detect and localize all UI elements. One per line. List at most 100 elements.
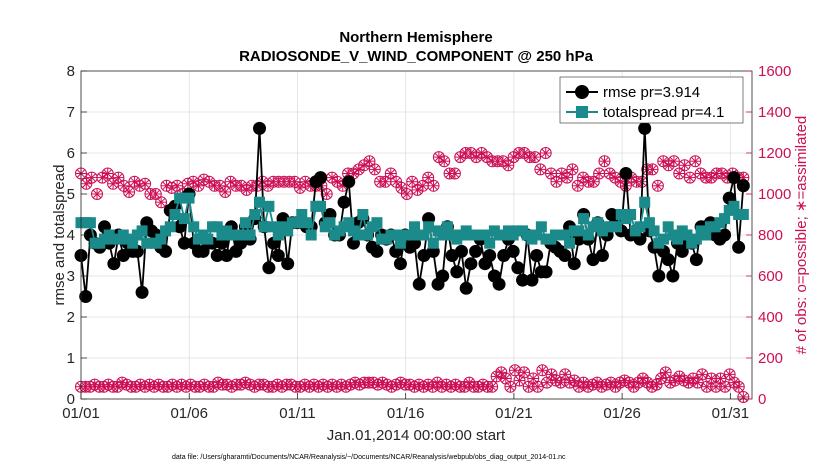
rmse-point (464, 257, 478, 271)
totalspread-point (291, 217, 303, 229)
rmse-point (177, 236, 191, 250)
rmse-point (530, 249, 544, 262)
totalspread-point (662, 221, 674, 233)
y-axis-label-right: # of obs: o=possible; ∗=assimilated (793, 116, 810, 355)
totalspread-point (178, 213, 190, 225)
obs_possible-marker (400, 188, 413, 200)
totalspread-point (394, 237, 406, 249)
obs_possible-marker (379, 175, 392, 188)
totalspread-point (258, 221, 270, 233)
totalspread-point (592, 217, 604, 229)
y-tick-label-right: 400 (758, 309, 783, 326)
totalspread-point (371, 217, 383, 229)
obs_assimilated-marker (508, 364, 521, 377)
obs_possible-marker (149, 188, 162, 200)
y-tick-label-right: 0 (758, 391, 766, 408)
obs_possible-marker (678, 159, 691, 172)
y-axis-label-left: rmse and totalspread (51, 165, 68, 306)
totalspread-point (188, 221, 200, 233)
obs_assimilated-marker (737, 390, 750, 403)
rmse-point (107, 257, 121, 271)
rmse-point (718, 228, 732, 242)
totalspread-point (531, 229, 543, 241)
totalspread-point (263, 200, 275, 212)
obs_possible-marker (561, 171, 574, 184)
obs_possible-marker (534, 163, 547, 176)
totalspread-point (244, 229, 256, 241)
totalspread-point (700, 229, 712, 241)
chart-subtitle: RADIOSONDE_V_WIND_COMPONENT @ 250 hPa (239, 48, 594, 65)
obs_assimilated-marker (285, 378, 298, 391)
rmse-point (281, 257, 295, 271)
y-tick-label-right: 1600 (758, 63, 791, 80)
totalspread-point (362, 229, 374, 241)
obs_possible-marker (646, 163, 659, 176)
totalspread-point (441, 221, 453, 233)
obs_assimilated-marker (513, 374, 526, 387)
totalspread-point (249, 209, 261, 220)
totalspread-point (719, 213, 731, 225)
totalspread-point (484, 237, 496, 249)
obs_possible-marker (587, 175, 600, 188)
obs_possible-marker (406, 175, 419, 188)
y-tick-label-left: 4 (67, 227, 75, 244)
totalspread-point (84, 217, 96, 229)
rmse-point (370, 244, 384, 258)
obs_possible-marker (598, 155, 611, 168)
rmse-point (436, 269, 450, 283)
rmse-point (135, 285, 149, 299)
totalspread-point (437, 229, 449, 241)
obs_possible-marker (448, 167, 461, 180)
rmse-point (469, 244, 483, 258)
obs_possible-marker (427, 179, 440, 192)
obs_possible-marker (651, 179, 664, 192)
totalspread-point (634, 221, 646, 233)
obs_assimilated-marker (650, 378, 663, 391)
obs_possible-marker (566, 163, 579, 176)
obs_assimilated-marker (664, 376, 677, 389)
y-tick-label-right: 800 (758, 227, 783, 244)
totalspread-point (728, 200, 740, 212)
rmse-point (689, 253, 703, 267)
rmse-point (393, 257, 407, 271)
totalspread-point (611, 221, 623, 233)
obs_possible-marker (416, 179, 429, 192)
y-tick-label-left: 7 (67, 104, 75, 121)
rmse-point (666, 269, 680, 283)
totalspread-point (155, 233, 167, 245)
totalspread-point (643, 217, 655, 229)
obs_possible-marker (673, 167, 686, 180)
totalspread-point (136, 225, 148, 237)
obs_possible-marker (91, 188, 104, 200)
obs_possible-marker (689, 155, 702, 168)
rmse-point (506, 244, 520, 258)
totalspread-point (324, 217, 336, 229)
rmse-point (727, 171, 741, 185)
obs_possible-marker (529, 151, 542, 164)
rmse-point (492, 277, 506, 291)
rmse-point (262, 261, 276, 275)
x-tick-label: 01/01 (62, 405, 100, 422)
y-tick-label-left: 1 (67, 350, 75, 367)
obs_assimilated-marker (659, 366, 672, 379)
obs_possible-marker (667, 155, 680, 168)
x-tick-label: 01/11 (279, 405, 315, 422)
legend-totalspread-label: totalspread pr=4.1 (603, 104, 724, 121)
y-tick-label-right: 200 (758, 350, 783, 367)
footnote: data file: /Users/gharamti/Documents/NCA… (172, 454, 566, 461)
totalspread-point (174, 192, 186, 204)
y-tick-label-left: 6 (67, 145, 75, 162)
axis-ticks: 01/01 01/06 01/11 01/16 01/21 01/26 01/31 0 1 2 3 4… (62, 63, 791, 422)
obs_assimilated-marker (518, 366, 531, 379)
totalspread-point (535, 221, 547, 233)
totalspread-point (582, 229, 594, 241)
totalspread-point (423, 221, 435, 233)
series-layer (74, 121, 750, 403)
totalspread-point (357, 209, 369, 220)
totalspread-point (657, 233, 669, 245)
rmse-point (450, 265, 464, 279)
legend-box (559, 76, 744, 124)
rmse-point (253, 121, 267, 135)
obs_possible-marker (571, 179, 584, 192)
rmse-point (342, 175, 356, 189)
